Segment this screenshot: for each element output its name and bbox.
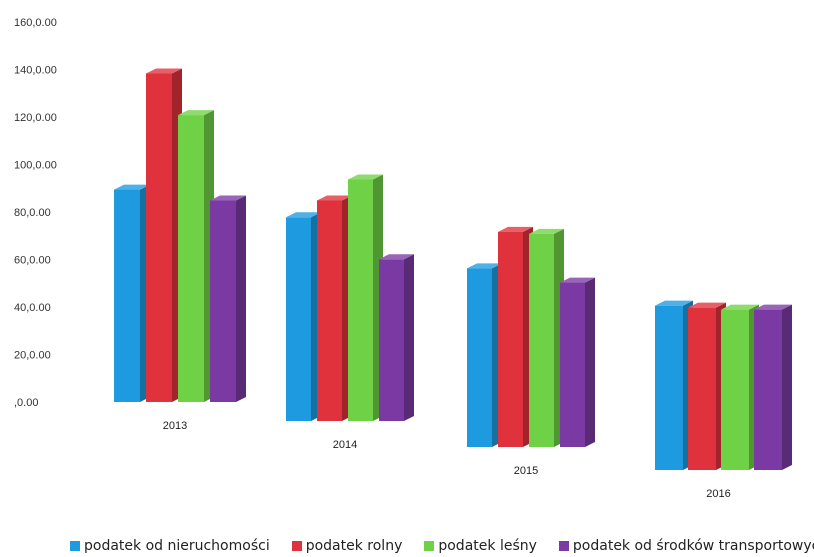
bar bbox=[529, 228, 564, 447]
bar bbox=[498, 226, 533, 447]
category-label: 2014 bbox=[333, 439, 357, 451]
legend-item-transportowych: podatek od środków transportowych bbox=[558, 538, 814, 554]
category-label: 2015 bbox=[514, 465, 538, 477]
bar bbox=[114, 184, 150, 402]
bar bbox=[178, 110, 214, 403]
legend-item-lesny: podatek leśny bbox=[424, 538, 537, 554]
y-tick-label: 160,0.00 bbox=[14, 17, 57, 29]
legend-label: podatek rolny bbox=[305, 538, 403, 554]
legend-label: podatek od nieruchomości bbox=[84, 538, 270, 554]
bar bbox=[286, 212, 321, 421]
bar bbox=[655, 300, 693, 470]
y-tick-label: 60,0.00 bbox=[14, 255, 51, 267]
bar-group-2014 bbox=[286, 174, 414, 421]
legend-label: podatek leśny bbox=[438, 538, 537, 554]
legend-swatch bbox=[424, 541, 435, 551]
legend-swatch bbox=[291, 541, 302, 551]
bar bbox=[560, 277, 595, 447]
bar bbox=[210, 195, 246, 402]
legend-swatch bbox=[70, 541, 80, 551]
bar bbox=[348, 174, 383, 421]
bar bbox=[721, 304, 759, 470]
bar bbox=[688, 302, 726, 470]
bar-group-2016 bbox=[655, 300, 792, 470]
bar bbox=[754, 304, 792, 470]
y-tick-label: 80,0.00 bbox=[14, 207, 51, 219]
legend-label: podatek od środków transportowych bbox=[572, 538, 814, 554]
category-label: 2016 bbox=[706, 488, 730, 500]
y-tick-label: ,0.00 bbox=[14, 397, 38, 409]
legend: podatek od nieruchomości podatek rolny p… bbox=[70, 538, 814, 554]
y-tick-label: 100,0.00 bbox=[14, 160, 57, 172]
y-tick-label: 40,0.00 bbox=[14, 302, 51, 314]
bar-chart: ,0.00 20,0.00 40,0.00 60,0.00 80,0.00 100,0.0… bbox=[14, 17, 792, 500]
legend-item-nieruchomosci: podatek od nieruchomości bbox=[70, 538, 270, 554]
bar-group-2015 bbox=[467, 226, 595, 447]
bar bbox=[146, 68, 182, 402]
bar bbox=[467, 263, 502, 447]
y-tick-label: 20,0.00 bbox=[14, 350, 51, 362]
bar bbox=[317, 195, 352, 421]
bar-group-2013 bbox=[114, 68, 246, 403]
legend-swatch bbox=[558, 541, 569, 551]
y-tick-label: 140,0.00 bbox=[14, 65, 57, 77]
bar bbox=[379, 254, 414, 421]
category-label: 2013 bbox=[163, 420, 187, 432]
y-tick-label: 120,0.00 bbox=[14, 112, 57, 124]
legend-item-rolny: podatek rolny bbox=[291, 538, 403, 554]
